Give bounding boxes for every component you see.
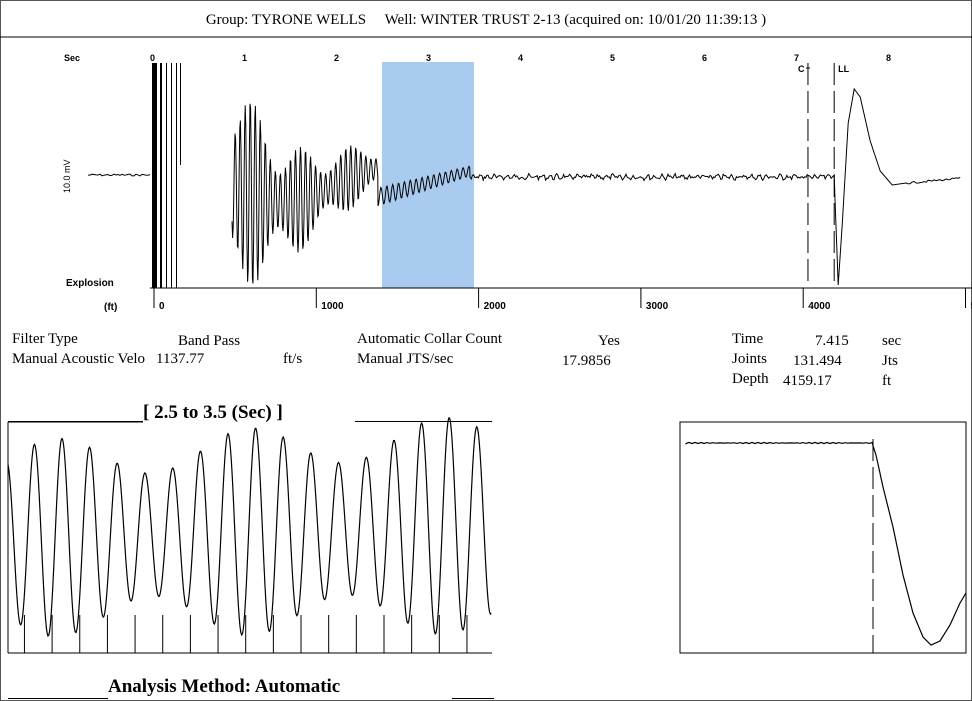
sec-tick-label: 2 bbox=[334, 53, 339, 63]
liquid-level-detail-chart bbox=[679, 421, 967, 654]
group-value: TYRONE WELLS bbox=[251, 12, 367, 28]
zoom-window-chart bbox=[7, 417, 492, 654]
sec-tick-label: 4 bbox=[518, 53, 523, 63]
marker-c-label: C bbox=[798, 64, 805, 74]
explosion-label: Explosion bbox=[66, 278, 114, 289]
depth-label: Depth bbox=[732, 371, 769, 387]
ft-tick-label: 4000 bbox=[808, 301, 831, 312]
zoom-wave-line bbox=[7, 417, 492, 638]
x-axis-ft-label: (ft) bbox=[104, 302, 117, 313]
sec-tick-label: 0 bbox=[150, 53, 155, 63]
detail-trace-line bbox=[685, 441, 967, 646]
explosion-bar bbox=[166, 63, 167, 288]
x-axis-sec-label: Sec bbox=[64, 53, 80, 63]
filter-type-label: Filter Type bbox=[12, 331, 78, 347]
velocity-unit: ft/s bbox=[283, 351, 303, 367]
footer-rule-left bbox=[8, 698, 108, 699]
sec-tick-label: 8 bbox=[886, 53, 891, 63]
ft-tick-label: 5 bbox=[971, 301, 972, 312]
depth-unit: ft bbox=[882, 373, 892, 389]
acoustic-trace-line bbox=[87, 87, 961, 286]
depth-value: 4159.17 bbox=[783, 373, 832, 389]
ft-tick-label: 2000 bbox=[484, 301, 507, 312]
well-label: Well: bbox=[384, 12, 417, 28]
ft-tick-label: 3000 bbox=[646, 301, 669, 312]
marker-ll-label: LL bbox=[838, 64, 849, 74]
collar-count-value: Yes bbox=[598, 333, 620, 349]
sec-tick-label: 6 bbox=[702, 53, 707, 63]
y-axis-label: 10.0 mV bbox=[62, 159, 72, 193]
report-title: Group: TYRONE WELLS Well: WINTER TRUST 2… bbox=[0, 12, 972, 29]
time-unit: sec bbox=[882, 333, 902, 349]
highlight-window bbox=[382, 62, 474, 288]
ft-tick-label: 1000 bbox=[321, 301, 344, 312]
acoustic-trace-chart: Sec012345678910.0 mVExplosion(ft)0100020… bbox=[0, 36, 972, 313]
explosion-bar bbox=[171, 63, 172, 288]
explosion-bar bbox=[152, 63, 157, 288]
explosion-bar bbox=[160, 63, 162, 288]
collar-count-label: Automatic Collar Count bbox=[357, 331, 502, 347]
filter-type-value: Band Pass bbox=[178, 333, 241, 349]
velocity-label: Manual Acoustic Velo bbox=[12, 351, 146, 367]
sec-tick-label: 7 bbox=[794, 53, 799, 63]
joints-value: 131.494 bbox=[793, 353, 842, 369]
explosion-bar bbox=[176, 63, 177, 288]
sec-tick-label: 3 bbox=[426, 53, 431, 63]
well-value: WINTER TRUST 2-13 bbox=[420, 12, 561, 28]
joints-unit: Jts bbox=[882, 353, 898, 369]
zoom-title-rule-right bbox=[355, 421, 492, 422]
analysis-method-label: Analysis Method: bbox=[108, 676, 252, 697]
time-value: 7.415 bbox=[815, 333, 849, 349]
analysis-method: Analysis Method: Automatic bbox=[108, 676, 340, 698]
analysis-method-value: Automatic bbox=[254, 676, 341, 697]
detail-border bbox=[679, 421, 967, 654]
explosion-bar bbox=[180, 63, 181, 165]
sec-tick-label: 1 bbox=[242, 53, 247, 63]
ft-tick-label: 0 bbox=[159, 301, 165, 312]
footer-rule-right bbox=[452, 698, 494, 699]
joints-label: Joints bbox=[732, 351, 768, 367]
zoom-window-title: [ 2.5 to 3.5 (Sec) ] bbox=[143, 402, 283, 423]
time-label: Time bbox=[732, 331, 764, 347]
sec-tick-label: 5 bbox=[610, 53, 615, 63]
velocity-value: 1137.77 bbox=[156, 351, 205, 367]
acquired-timestamp: (acquired on: 10/01/20 11:39:13 ) bbox=[564, 12, 767, 28]
jts-per-sec-label: Manual JTS/sec bbox=[357, 351, 454, 367]
jts-per-sec-value: 17.9856 bbox=[562, 353, 611, 369]
group-label: Group: bbox=[205, 12, 249, 28]
